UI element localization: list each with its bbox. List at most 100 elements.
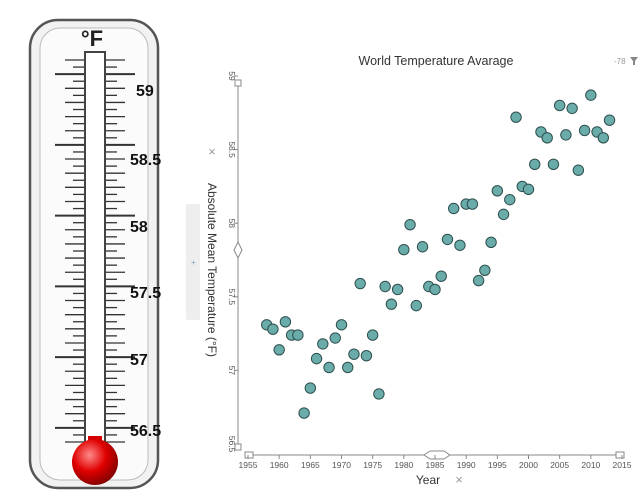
- x-tick-label: 2000: [519, 460, 538, 470]
- x-axis-left-handle[interactable]: [244, 451, 254, 459]
- y-axis-label: Absolute Mean Temperature (°F): [205, 183, 219, 357]
- data-point[interactable]: [348, 348, 360, 360]
- thermometer-unit-label: °F: [81, 26, 103, 51]
- thermometer-bulb: [72, 439, 118, 485]
- data-point[interactable]: [529, 158, 541, 171]
- data-point[interactable]: [585, 89, 597, 101]
- data-point[interactable]: [578, 124, 591, 137]
- data-point[interactable]: [472, 274, 485, 287]
- x-ticks: 1955 1960 1965 1970 1975 1980 1985 1990 1995 2000…: [239, 455, 632, 470]
- data-point[interactable]: [360, 349, 373, 362]
- data-point[interactable]: [441, 233, 454, 246]
- data-point[interactable]: [429, 283, 441, 296]
- thermometer-label-58: 58: [130, 219, 148, 236]
- y-tick-label: 59: [227, 71, 237, 81]
- side-panel-tab[interactable]: [186, 204, 200, 320]
- data-point[interactable]: [335, 319, 348, 331]
- data-point[interactable]: [466, 198, 479, 210]
- data-point[interactable]: [404, 218, 416, 231]
- data-point[interactable]: [435, 270, 447, 282]
- data-point[interactable]: [410, 299, 422, 312]
- data-point[interactable]: [267, 323, 279, 335]
- data-point[interactable]: [510, 111, 522, 123]
- thermometer-label-57-5: 57.5: [130, 285, 161, 302]
- y-tick-label: 56.5: [227, 436, 237, 453]
- data-point[interactable]: [416, 241, 429, 253]
- x-tick-label: 2005: [550, 460, 569, 470]
- y-axis-close-icon[interactable]: ×: [208, 144, 216, 159]
- data-point[interactable]: [553, 99, 566, 112]
- x-tick-label: 1960: [270, 460, 289, 470]
- data-point[interactable]: [385, 298, 398, 310]
- data-point[interactable]: [504, 193, 516, 206]
- scatter-chart: World Temperature Avarage -78 × Absolute…: [205, 54, 638, 487]
- data-point[interactable]: [279, 316, 292, 328]
- top-right-counter: -78: [614, 57, 626, 66]
- data-point[interactable]: [541, 132, 553, 144]
- data-point[interactable]: [597, 132, 609, 144]
- data-points: [261, 89, 616, 419]
- x-tick-label: 2015: [613, 460, 632, 470]
- data-point[interactable]: [448, 202, 460, 215]
- y-axis: 56.5 57 57.5 58 58.5 59: [227, 71, 243, 453]
- data-point[interactable]: [454, 239, 466, 251]
- data-point[interactable]: [373, 388, 385, 400]
- data-point[interactable]: [329, 332, 341, 344]
- thermometer-label-59: 59: [136, 83, 154, 100]
- data-point[interactable]: [566, 102, 578, 115]
- y-ticks: 56.5 57 57.5 58 58.5 59: [227, 71, 238, 453]
- data-point[interactable]: [603, 114, 616, 126]
- x-tick-label: 1985: [426, 460, 445, 470]
- data-point[interactable]: [522, 183, 535, 196]
- data-point[interactable]: [366, 329, 379, 341]
- funnel-icon[interactable]: [630, 57, 638, 65]
- x-axis-close-icon[interactable]: ×: [455, 472, 463, 487]
- data-point[interactable]: [273, 344, 285, 356]
- data-point[interactable]: [323, 361, 335, 374]
- data-point[interactable]: [572, 164, 585, 176]
- x-tick-label: 1980: [394, 460, 413, 470]
- data-point[interactable]: [485, 236, 497, 249]
- data-point[interactable]: [497, 208, 510, 221]
- data-point[interactable]: [304, 382, 317, 394]
- data-point[interactable]: [298, 407, 310, 419]
- y-axis-top-handle[interactable]: [234, 79, 242, 87]
- thermometer-label-56-5: 56.5: [130, 423, 161, 440]
- x-axis-label: Year: [416, 473, 440, 487]
- chart-title: World Temperature Avarage: [359, 54, 514, 68]
- x-axis-right-handle[interactable]: [615, 451, 625, 459]
- thermometer-ticks: [55, 59, 135, 443]
- thermometer-tube: [84, 51, 106, 455]
- y-tick-label: 58.5: [227, 141, 237, 158]
- data-point[interactable]: [479, 264, 491, 277]
- x-tick-label: 1995: [488, 460, 507, 470]
- data-point[interactable]: [317, 338, 329, 350]
- data-point[interactable]: [491, 185, 504, 197]
- y-axis-middle-handle[interactable]: [233, 240, 243, 260]
- data-point[interactable]: [354, 277, 366, 290]
- x-tick-label: 1970: [332, 460, 351, 470]
- y-tick-label: 57.5: [227, 289, 237, 306]
- thermometer-label-58-5: 58.5: [130, 152, 161, 169]
- data-point[interactable]: [292, 329, 304, 341]
- x-tick-label: 1965: [301, 460, 320, 470]
- data-point[interactable]: [391, 283, 404, 296]
- thermometer-label-57: 57: [130, 352, 148, 369]
- x-tick-label: 2010: [581, 460, 600, 470]
- data-point[interactable]: [398, 243, 410, 256]
- thermometer: °F 59 58.5 58 57.5 57 56.5: [28, 18, 161, 490]
- data-point[interactable]: [379, 280, 391, 293]
- x-tick-label: 1955: [239, 460, 258, 470]
- thermometer-scale-labels: 59 58.5 58 57.5 57 56.5: [130, 83, 161, 440]
- side-panel-tab-mark: +: [191, 258, 196, 267]
- data-point[interactable]: [342, 361, 354, 374]
- y-tick-label: 58: [227, 218, 237, 228]
- data-point[interactable]: [547, 158, 560, 171]
- x-axis: 1955 1960 1965 1970 1975 1980 1985 1990 1995 2000…: [239, 450, 632, 470]
- x-tick-label: 1990: [457, 460, 476, 470]
- data-point[interactable]: [310, 352, 323, 365]
- x-axis-middle-handle[interactable]: [423, 450, 451, 460]
- data-point[interactable]: [560, 129, 572, 141]
- y-tick-label: 57: [227, 366, 237, 376]
- x-tick-label: 1975: [363, 460, 382, 470]
